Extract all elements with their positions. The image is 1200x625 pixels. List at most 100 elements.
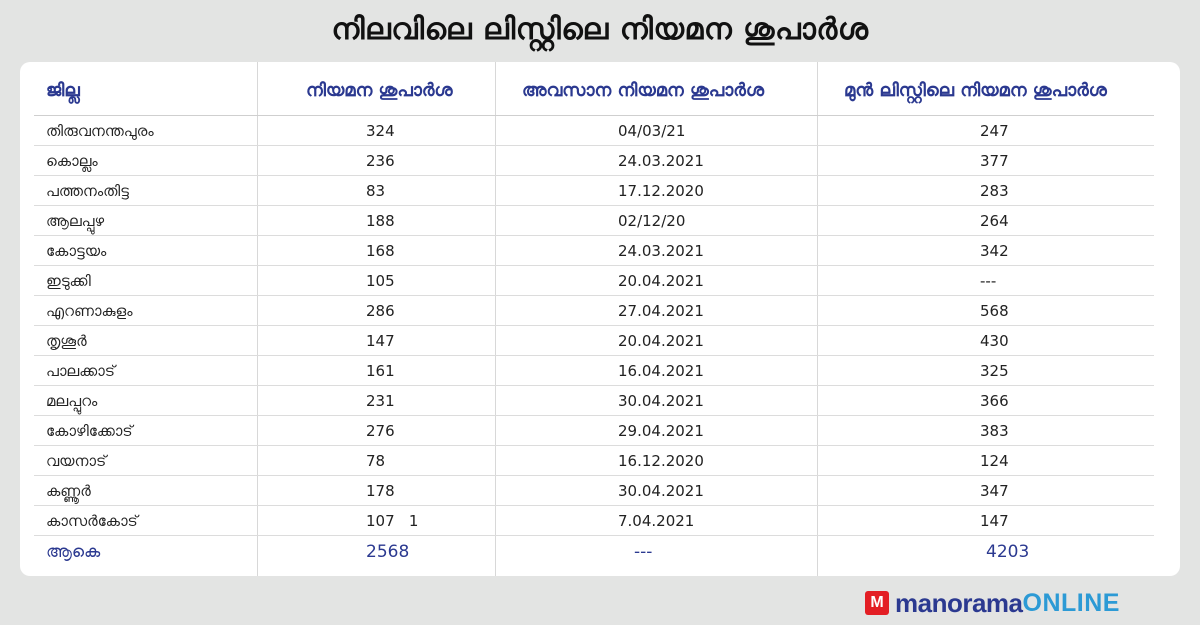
row-divider: [34, 445, 1154, 446]
header-last-appointment-recommendation: അവസാന നിയമന ശുപാർശ: [522, 80, 765, 101]
row-previous: 147: [980, 512, 1009, 530]
row-divider: [34, 325, 1154, 326]
row-recommendations: 188: [366, 212, 395, 230]
row-district: തൃശൂർ: [46, 332, 87, 350]
row-previous: 347: [980, 482, 1009, 500]
table-header: ജില്ല നിയമന ശുപാർശ അവസാന നിയമന ശുപാർശ മു…: [20, 62, 1180, 116]
table-row: കോട്ടയം 168 24.03.2021 342: [20, 236, 1180, 266]
header-divider: [34, 115, 1154, 116]
row-previous: 430: [980, 332, 1009, 350]
header-appointment-recommendation: നിയമന ശുപാർശ: [306, 80, 453, 101]
row-recommendations: 168: [366, 242, 395, 260]
row-last-date: 30.04.2021: [618, 482, 704, 500]
appointment-table: ജില്ല നിയമന ശുപാർശ അവസാന നിയമന ശുപാർശ മു…: [20, 62, 1180, 576]
row-recommendations: 236: [366, 152, 395, 170]
header-district: ജില്ല: [46, 80, 80, 101]
row-previous: ---: [980, 272, 997, 290]
row-divider: [34, 265, 1154, 266]
row-last-date: 16.04.2021: [618, 362, 704, 380]
header-previous-list-recommendation: മുൻ ലിസ്റ്റിലെ നിയമന ശുപാർശ: [844, 80, 1107, 101]
row-previous: 568: [980, 302, 1009, 320]
page-title: നിലവിലെ ലിസ്റ്റിലെ നിയമന ശുപാർശ: [331, 12, 869, 47]
row-divider: [34, 235, 1154, 236]
row-district: പത്തനംതിട്ട: [46, 182, 129, 200]
row-last-date: 24.03.2021: [618, 152, 704, 170]
table-row: കൊല്ലം 236 24.03.2021 377: [20, 146, 1180, 176]
table-row: കോഴിക്കോട് 276 29.04.2021 383: [20, 416, 1180, 446]
row-last-date: 29.04.2021: [618, 422, 704, 440]
column-divider: [817, 62, 818, 576]
column-divider: [257, 62, 258, 576]
row-last-date: 16.12.2020: [618, 452, 704, 470]
table-row: ഇടുക്കി 105 20.04.2021 ---: [20, 266, 1180, 296]
row-previous: 247: [980, 122, 1009, 140]
row-previous: 264: [980, 212, 1009, 230]
row-recommendations: 324: [366, 122, 395, 140]
row-district: പാലക്കാട്: [46, 362, 115, 380]
row-recommendations: 178: [366, 482, 395, 500]
row-district: കണ്ണൂർ: [46, 482, 91, 500]
row-district: മലപ്പുറം: [46, 392, 98, 410]
row-district: ആലപ്പുഴ: [46, 212, 105, 230]
manorama-logo-icon: M: [865, 591, 889, 615]
table-row: ആലപ്പുഴ 188 02/12/20 264: [20, 206, 1180, 236]
table-row: കണ്ണൂർ 178 30.04.2021 347: [20, 476, 1180, 506]
row-recommendations: 161: [366, 362, 395, 380]
total-previous: 4203: [986, 542, 1030, 562]
row-recommendations: 105: [366, 272, 395, 290]
total-row: ആകെ 2568 --- 4203: [20, 536, 1180, 566]
row-divider: [34, 355, 1154, 356]
row-district: കോഴിക്കോട്: [46, 422, 133, 440]
row-district: തിരുവനന്തപുരം: [46, 122, 154, 140]
row-divider: [34, 505, 1154, 506]
total-last-date: ---: [634, 542, 653, 562]
row-previous: 342: [980, 242, 1009, 260]
row-district: ഇടുക്കി: [46, 272, 91, 290]
row-previous: 325: [980, 362, 1009, 380]
row-divider: [34, 145, 1154, 146]
row-last-date: 20.04.2021: [618, 332, 704, 350]
row-district: കാസർകോട്: [46, 512, 138, 530]
row-last-date: 20.04.2021: [618, 272, 704, 290]
column-divider: [495, 62, 496, 576]
row-recommendations: 231: [366, 392, 395, 410]
row-district: വയനാട്: [46, 452, 107, 470]
row-recommendations: 147: [366, 332, 395, 350]
row-district: കോട്ടയം: [46, 242, 107, 260]
logo-text-main: manorama: [895, 587, 1023, 618]
row-last-date: 02/12/20: [618, 212, 686, 230]
row-divider: [34, 205, 1154, 206]
row-last-date: 04/03/21: [618, 122, 686, 140]
row-divider: [34, 535, 1154, 536]
table-row: എറണാകുളം 286 27.04.2021 568: [20, 296, 1180, 326]
logo-text-accent: ONLINE: [1022, 588, 1120, 617]
row-last-date: 27.04.2021: [618, 302, 704, 320]
table-row: പാലക്കാട് 161 16.04.2021 325: [20, 356, 1180, 386]
total-recommendations: 2568: [366, 542, 410, 562]
row-recommendations: 286: [366, 302, 395, 320]
row-divider: [34, 295, 1154, 296]
table-row: തൃശൂർ 147 20.04.2021 430: [20, 326, 1180, 356]
row-previous: 377: [980, 152, 1009, 170]
row-recommendations: 78: [366, 452, 386, 470]
table-row: മലപ്പുറം 231 30.04.2021 366: [20, 386, 1180, 416]
table-row: തിരുവനന്തപുരം 324 04/03/21 247: [20, 116, 1180, 146]
row-recommendations: 276: [366, 422, 395, 440]
manorama-online-logo[interactable]: M manorama ONLINE: [865, 587, 1120, 618]
row-last-date: 17.12.2020: [618, 182, 704, 200]
row-divider: [34, 175, 1154, 176]
row-previous: 383: [980, 422, 1009, 440]
row-district: എറണാകുളം: [46, 302, 133, 320]
row-recommendations: 83: [366, 182, 386, 200]
row-divider: [34, 385, 1154, 386]
row-last-date: 30.04.2021: [618, 392, 704, 410]
row-recommendations: 107 1: [366, 512, 419, 530]
table-row: കാസർകോട് 107 1 7.04.2021 147: [20, 506, 1180, 536]
row-previous: 366: [980, 392, 1009, 410]
row-previous: 283: [980, 182, 1009, 200]
row-divider: [34, 475, 1154, 476]
row-previous: 124: [980, 452, 1009, 470]
row-district: കൊല്ലം: [46, 152, 98, 170]
total-label: ആകെ: [46, 542, 101, 562]
row-divider: [34, 415, 1154, 416]
